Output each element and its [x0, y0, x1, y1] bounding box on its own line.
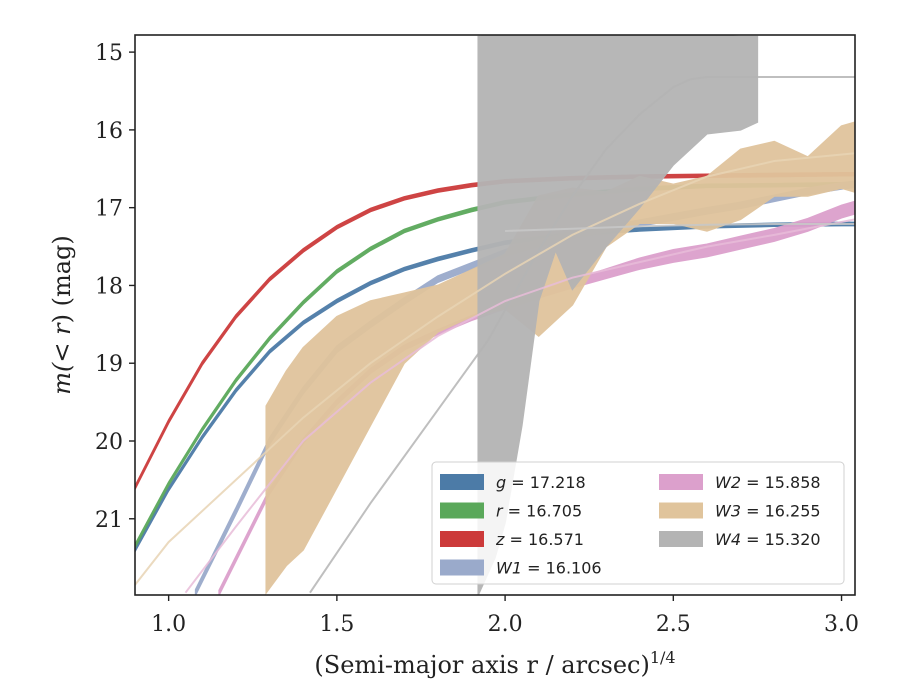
plot-frame — [134, 34, 856, 596]
legend-label-z: z = 16.571 — [495, 530, 584, 549]
x-axis-label-exponent: 1/4 — [650, 648, 676, 667]
legend-swatch-w3 — [659, 502, 703, 519]
model-curve-2 — [135, 152, 855, 586]
legend-label-g: g = 17.218 — [496, 473, 586, 492]
y-axis-ticks: 15 16 17 18 19 20 21 — [95, 41, 135, 533]
y-tick-label: 18 — [95, 274, 123, 299]
legend-swatch-w2 — [659, 474, 703, 490]
legend-box — [431, 461, 845, 585]
y-tick-label: 21 — [95, 508, 123, 533]
y-tick-label: 17 — [95, 197, 123, 222]
legend-swatch-g — [440, 474, 484, 490]
legend-label-w2: W2 = 15.858 — [715, 473, 821, 492]
legend-label-r: r = 16.705 — [496, 502, 582, 521]
series-z-band — [135, 171, 855, 490]
y-tick-label: 20 — [95, 430, 123, 455]
x-axis-ticks: 1.0 1.5 2.0 2.5 3.0 — [151, 595, 859, 637]
x-tick-label: 3.0 — [824, 612, 859, 637]
legend: g = 17.218 r = 16.705 z = 16.571 W1 = 16.10… — [431, 461, 845, 585]
x-tick-label: 2.5 — [656, 612, 691, 637]
x-tick-label: 1.0 — [151, 612, 186, 637]
legend-label-w1: W1 = 16.106 — [496, 559, 602, 578]
model-curve-1 — [309, 76, 855, 594]
series-g-band — [135, 221, 855, 553]
y-tick-label: 16 — [95, 119, 123, 144]
x-tick-label: 1.5 — [319, 612, 354, 637]
y-tick-label: 19 — [95, 352, 123, 377]
legend-label-w3: W3 = 16.255 — [715, 502, 821, 521]
legend-swatch-r — [440, 502, 484, 519]
y-tick-label: 15 — [95, 41, 123, 66]
legend-swatch-z — [440, 531, 484, 547]
legend-swatch-w4 — [659, 531, 703, 547]
y-axis-label: m(< r) (mag) — [48, 235, 76, 395]
x-tick-label: 2.0 — [488, 612, 523, 637]
legend-swatch-w1 — [440, 559, 484, 576]
legend-label-w4: W4 = 15.320 — [715, 530, 821, 549]
series-w4-band — [477, 35, 759, 595]
model-curve-3 — [184, 218, 855, 594]
model-curves — [135, 76, 855, 594]
model-curve-4 — [505, 223, 855, 232]
x-axis-label: (Semi-major axis r / arcsec)1/4 — [314, 648, 675, 679]
series-r-band — [135, 182, 855, 548]
